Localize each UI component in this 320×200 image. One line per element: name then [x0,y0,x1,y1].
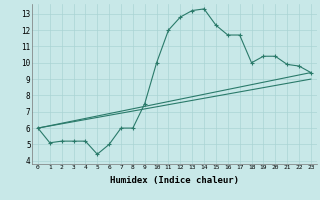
X-axis label: Humidex (Indice chaleur): Humidex (Indice chaleur) [110,176,239,185]
